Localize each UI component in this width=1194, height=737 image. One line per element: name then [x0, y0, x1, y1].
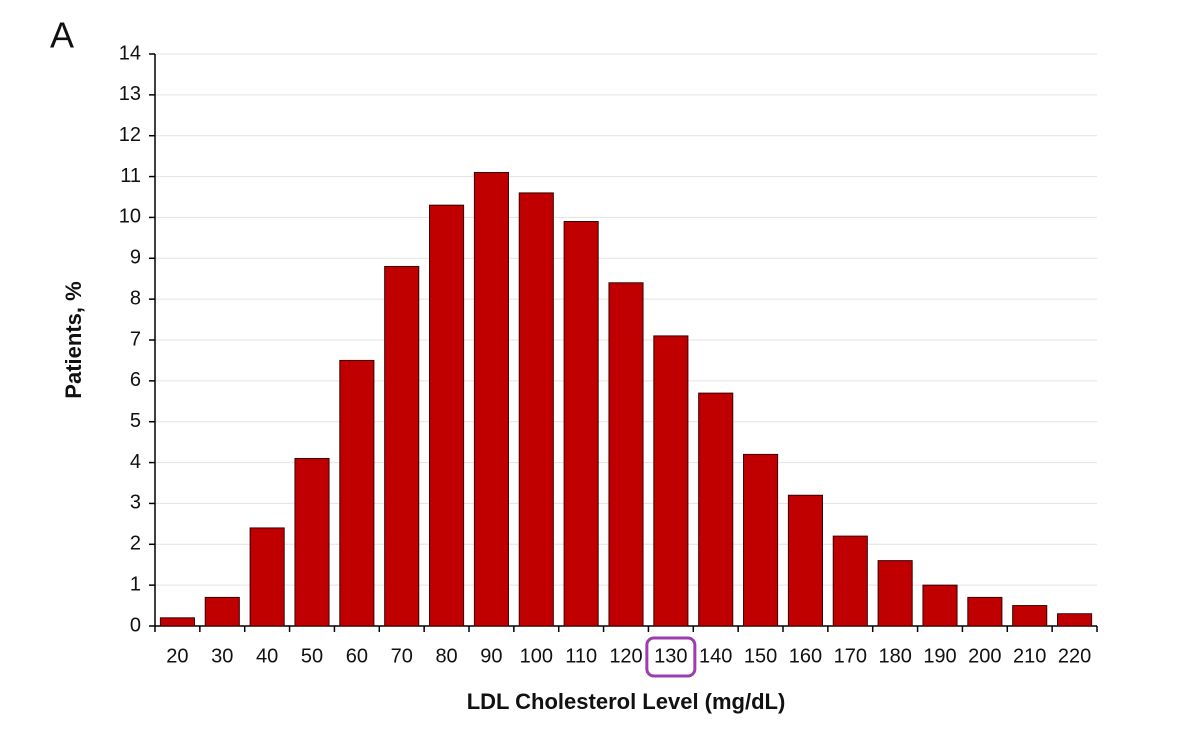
highlight-box: [645, 636, 697, 678]
bar: [787, 494, 823, 627]
bar: [429, 204, 465, 627]
x-tick-label: 100: [520, 645, 553, 667]
x-tick-label: 30: [211, 645, 233, 667]
bar: [832, 535, 868, 627]
y-tick-label: 6: [130, 369, 141, 391]
x-tick-label: 170: [834, 645, 867, 667]
x-tick-label: 20: [166, 645, 188, 667]
x-tick-label: 130: [654, 645, 687, 667]
y-tick-label: 14: [119, 42, 141, 64]
bar: [967, 596, 1003, 627]
x-tick-label: 150: [744, 645, 777, 667]
y-tick-label: 12: [119, 124, 141, 146]
bar: [877, 560, 913, 627]
x-tick-label: 90: [480, 645, 502, 667]
bar: [1057, 613, 1093, 627]
y-tick-label: 3: [130, 492, 141, 514]
x-tick-label: 210: [1013, 645, 1046, 667]
y-tick-label: 10: [119, 206, 141, 228]
bar: [159, 617, 195, 627]
x-tick-label: 40: [256, 645, 278, 667]
bar: [653, 335, 689, 627]
x-tick-label: 160: [789, 645, 822, 667]
bar: [294, 457, 330, 627]
bar: [608, 282, 644, 627]
bar: [473, 171, 509, 627]
y-tick-label: 1: [130, 573, 141, 595]
x-tick-label: 190: [923, 645, 956, 667]
y-tick-label: 7: [130, 328, 141, 350]
y-tick-label: 9: [130, 247, 141, 269]
y-axis-title: Patients, %: [61, 281, 86, 398]
y-tick-label: 2: [130, 533, 141, 555]
y-tick-label: 4: [130, 451, 141, 473]
x-tick-label: 80: [435, 645, 457, 667]
panel-label: A: [50, 15, 74, 56]
bar: [249, 527, 285, 627]
x-axis-title: LDL Cholesterol Level (mg/dL): [467, 689, 786, 714]
x-tick-label: 50: [301, 645, 323, 667]
x-tick-label: 60: [346, 645, 368, 667]
bar: [922, 584, 958, 627]
x-tick-label: 140: [699, 645, 732, 667]
bar: [384, 265, 420, 627]
bar: [1012, 605, 1048, 627]
y-tick-label: 0: [130, 614, 141, 636]
bar: [518, 192, 554, 627]
x-tick-label: 200: [968, 645, 1001, 667]
bar: [698, 392, 734, 627]
y-tick-label: 5: [130, 410, 141, 432]
bar: [204, 596, 240, 627]
y-tick-label: 8: [130, 287, 141, 309]
y-tick-label: 13: [119, 83, 141, 105]
bar: [339, 359, 375, 627]
x-tick-label: 110: [565, 645, 597, 667]
x-tick-label: 220: [1058, 645, 1091, 667]
bar: [563, 221, 599, 627]
y-tick-label: 11: [120, 165, 141, 187]
x-tick-label: 120: [609, 645, 642, 667]
x-tick-label: 70: [391, 645, 413, 667]
bar: [743, 453, 779, 627]
x-tick-label: 180: [878, 645, 911, 667]
